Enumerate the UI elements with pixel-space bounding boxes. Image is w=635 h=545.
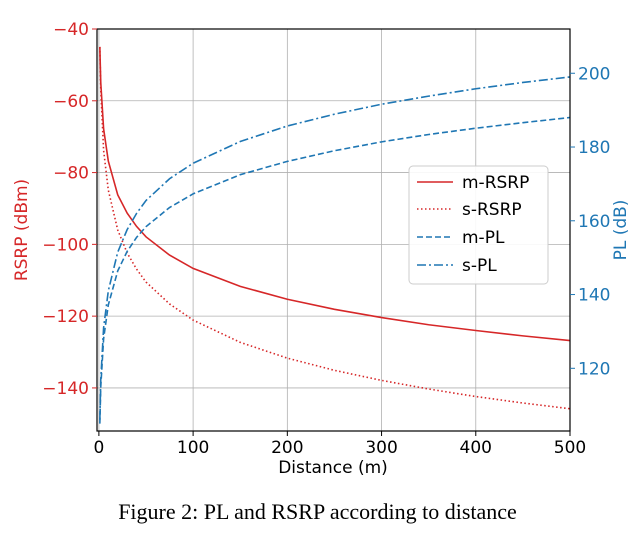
series-line-s-pl — [99, 76, 571, 420]
x-axis-label: Distance (m) — [278, 458, 388, 478]
x-tick-label: 500 — [554, 438, 586, 458]
left-y-tick-label: −60 — [53, 92, 89, 112]
series-line-m-pl — [99, 116, 571, 424]
legend-label-s-pl: s-PL — [462, 256, 497, 276]
legend-label-s-rsrp: s-RSRP — [462, 200, 522, 220]
right-y-tick-label: 180 — [578, 138, 610, 158]
x-tick-label: 0 — [93, 438, 104, 458]
x-tick-label: 400 — [460, 438, 492, 458]
x-tick-label: 100 — [177, 438, 209, 458]
right-y-tick-label: 120 — [578, 359, 610, 379]
left-y-tick-label: −100 — [42, 235, 89, 255]
x-tick-label: 200 — [271, 438, 303, 458]
plot-frame — [96, 28, 571, 432]
right-y-tick-label: 200 — [578, 64, 610, 84]
right-y-tick-label: 140 — [578, 286, 610, 306]
series-line-s-rsrp — [99, 46, 571, 410]
legend-label-m-rsrp: m-RSRP — [462, 173, 529, 193]
series-layer — [99, 46, 571, 424]
legend: m-RSRP s-RSRP m-PL s-PL — [408, 165, 549, 285]
left-y-tick-label: −120 — [42, 307, 89, 327]
figure-caption: Figure 2: PL and RSRP according to dista… — [118, 499, 517, 524]
x-tick-label: 300 — [365, 438, 397, 458]
right-axis: 120 140 160 180 200 — [570, 64, 610, 379]
left-y-tick-label: −40 — [53, 20, 89, 40]
right-y-tick-label: 160 — [578, 212, 610, 232]
legend-box — [408, 165, 549, 285]
legend-label-m-pl: m-PL — [462, 228, 505, 248]
x-axis: 0 100 200 300 400 500 — [93, 431, 586, 458]
series-line-m-rsrp — [99, 46, 571, 342]
left-axis: −40 −60 −80 −100 −120 −140 — [42, 20, 97, 399]
left-y-tick-label: −80 — [53, 164, 89, 184]
left-y-tick-label: −140 — [42, 379, 89, 399]
left-y-axis-label: RSRP (dBm) — [12, 179, 32, 281]
right-y-axis-label: PL (dB) — [611, 200, 631, 261]
